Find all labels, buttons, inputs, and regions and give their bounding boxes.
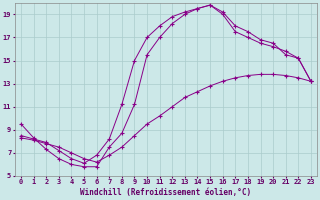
X-axis label: Windchill (Refroidissement éolien,°C): Windchill (Refroidissement éolien,°C) [80, 188, 252, 197]
